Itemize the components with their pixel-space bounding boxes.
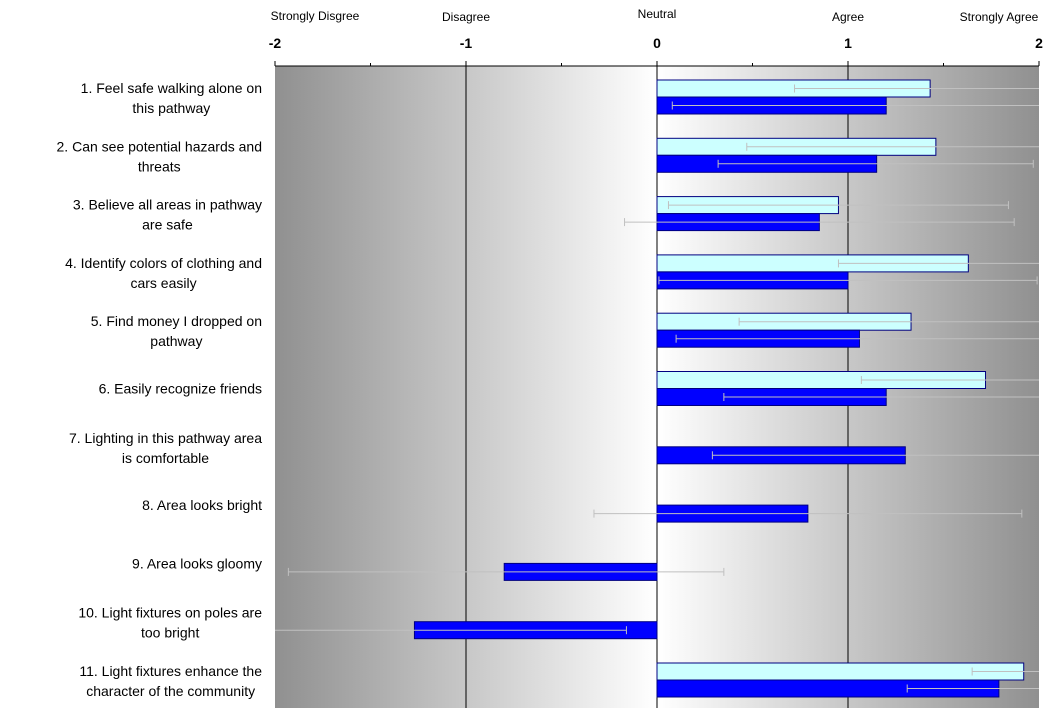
- scale-label: Strongly Agree: [960, 10, 1039, 24]
- tick-label: 0: [653, 35, 661, 51]
- tick-label: 1: [844, 35, 852, 51]
- tick-marks: [274, 61, 1040, 66]
- bars: [413, 79, 1025, 698]
- category-label-line2: too bright: [141, 625, 199, 641]
- category-label-line2: is comfortable: [122, 450, 209, 466]
- category-label-line1: 8. Area looks bright: [142, 497, 262, 513]
- category-label: 2. Can see potential hazards and threats: [57, 138, 262, 174]
- category-label-line2: character of the community: [86, 683, 255, 699]
- category-label: 7. Lighting in this pathway area is comfo…: [69, 430, 262, 466]
- category-label: 6. Easily recognize friends: [99, 381, 262, 397]
- category-label: 5. Find money I dropped on pathway: [91, 313, 262, 349]
- tick-label: 2: [1035, 35, 1043, 51]
- category-label: 8. Area looks bright: [142, 497, 262, 513]
- scale-labels: Strongly Disgree Disagree Neutral Agree Stro…: [271, 7, 1039, 24]
- category-labels: 1. Feel safe walking alone on this pathwa…: [57, 80, 263, 699]
- category-label-line1: 1. Feel safe walking alone on: [81, 80, 262, 96]
- category-label: 9. Area looks gloomy: [132, 555, 262, 571]
- category-label-line1: 6. Easily recognize friends: [99, 381, 262, 397]
- tick-label: -2: [269, 35, 282, 51]
- scale-label: Agree: [832, 10, 864, 24]
- bar-light: [656, 662, 1025, 681]
- category-label-line2: threats: [138, 158, 181, 174]
- category-label-line1: 4. Identify colors of clothing and: [65, 255, 262, 271]
- category-label-line1: 2. Can see potential hazards and: [57, 138, 262, 154]
- category-label-line1: 7. Lighting in this pathway area: [69, 430, 262, 446]
- category-label-line1: 10. Light fixtures on poles are: [78, 605, 262, 621]
- tick-labels: -2 -1 0 1 2: [269, 35, 1043, 51]
- error-bars: [275, 84, 1039, 693]
- scale-label: Disagree: [442, 10, 490, 24]
- category-label-line1: 3. Believe all areas in pathway: [73, 197, 262, 213]
- category-label-line2: pathway: [150, 333, 202, 349]
- category-label-line2: cars easily: [130, 275, 196, 291]
- category-label-line2: this pathway: [132, 100, 210, 116]
- category-label: 1. Feel safe walking alone on this pathwa…: [81, 80, 262, 116]
- category-label: 10. Light fixtures on poles are too brigh…: [78, 605, 262, 641]
- tick-label: -1: [460, 35, 473, 51]
- category-label-line1: 5. Find money I dropped on: [91, 313, 262, 329]
- category-label-line2: are safe: [142, 217, 193, 233]
- category-label: 3. Believe all areas in pathway are safe: [73, 197, 262, 233]
- category-label: 11. Light fixtures enhance the character …: [79, 663, 262, 699]
- category-label-line1: 11. Light fixtures enhance the: [79, 663, 262, 679]
- category-label-line1: 9. Area looks gloomy: [132, 555, 262, 571]
- category-label: 4. Identify colors of clothing and cars e…: [65, 255, 262, 291]
- scale-label: Strongly Disgree: [271, 9, 360, 23]
- scale-label: Neutral: [638, 7, 677, 21]
